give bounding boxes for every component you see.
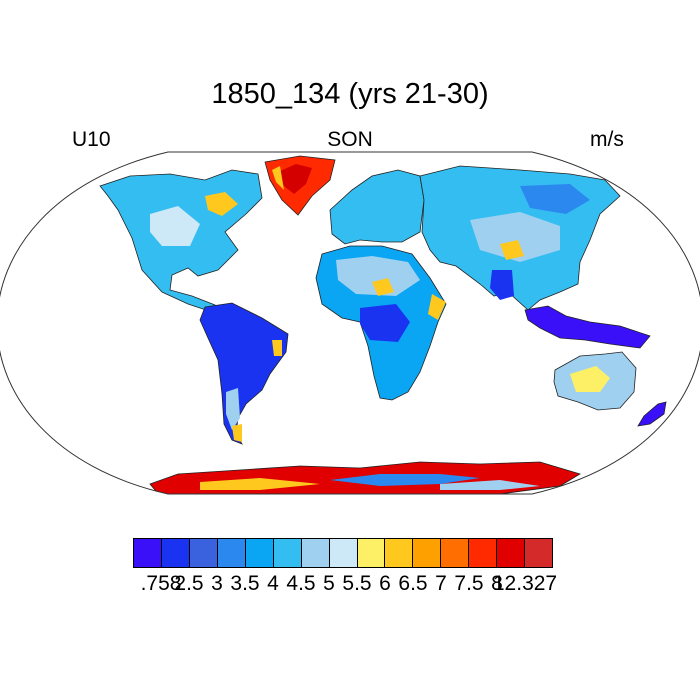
tibet-yellow [500, 240, 524, 260]
colorbar-labels: .758 2.5 3 3.5 4 4.5 5 5.5 6 6.5 7 7.5 8 12.327 [0, 572, 700, 598]
colorbar-box [245, 539, 274, 567]
colorbar [133, 538, 553, 568]
colorbar-label: 8 [491, 572, 503, 595]
antarctica-yellow-band [200, 478, 320, 490]
colorbar-box [329, 539, 358, 567]
horn-yellow [428, 294, 446, 320]
variable-label: U10 [72, 128, 111, 151]
colorbar-label: 5.5 [342, 572, 372, 595]
colorbar-label: .758 [140, 572, 182, 595]
brazil-coast-yellow [272, 340, 282, 356]
colorbar-label: 6 [379, 572, 391, 595]
colorbar-label: 12.327 [492, 572, 558, 595]
colorbar-label: 7.5 [454, 572, 484, 595]
patagonia-light [226, 388, 240, 430]
units-label: m/s [590, 128, 624, 151]
colorbar-box [273, 539, 302, 567]
colorbar-box [161, 539, 190, 567]
sahara-light [336, 256, 420, 296]
colorbar-box [385, 539, 414, 567]
antarctica-blue-streak [330, 474, 480, 486]
colorbar-box [497, 539, 526, 567]
greenland-core [278, 164, 312, 194]
greenland-edge [272, 166, 284, 190]
colorbar-box [134, 539, 162, 567]
colorbar-box [301, 539, 330, 567]
south-america-land [199, 302, 289, 445]
colorbar-label: 6.5 [398, 572, 428, 595]
congo-dark [360, 304, 410, 342]
colorbar-label: 3 [211, 572, 223, 595]
colorbar-box [469, 539, 498, 567]
new-zealand-land [637, 401, 667, 427]
central-asia-light [470, 212, 560, 262]
plot-title: 1850_134 (yrs 21-30) [211, 78, 489, 110]
australia-yellow [570, 366, 610, 392]
europe-land [329, 169, 425, 245]
siberia-dark [520, 184, 590, 214]
colorbar-label: 4.5 [286, 572, 316, 595]
sahara-yellow [372, 278, 394, 296]
globe-outline [0, 151, 700, 495]
colorbar-box [189, 539, 218, 567]
maritime-continent-land [524, 305, 651, 349]
india-dark [490, 270, 514, 300]
colorbar-label: 4 [267, 572, 279, 595]
colorbar-box [413, 539, 442, 567]
colorbar-label: 7 [435, 572, 447, 595]
colorbar-box [525, 539, 553, 567]
south-america-tip [232, 424, 242, 442]
great-plains-light [150, 206, 200, 246]
hudson-yellow [205, 192, 238, 216]
colorbar-label: 5 [323, 572, 335, 595]
colorbar-label: 3.5 [230, 572, 260, 595]
season-label: SON [327, 128, 373, 151]
colorbar-box [441, 539, 470, 567]
colorbar-box [217, 539, 246, 567]
antarctica-light-band [440, 480, 540, 490]
colorbar-box [357, 539, 386, 567]
colorbar-label: 2.5 [174, 572, 204, 595]
